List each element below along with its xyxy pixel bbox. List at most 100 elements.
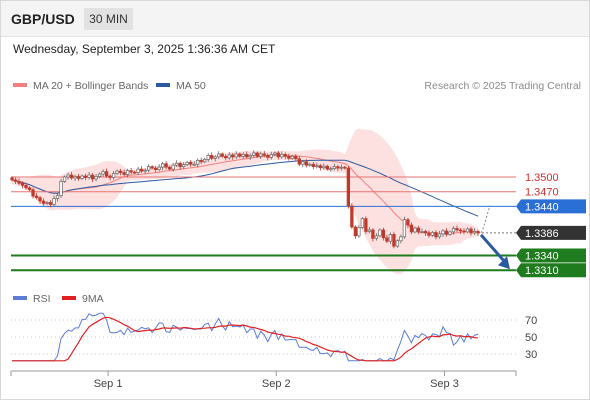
candle-body: [311, 163, 315, 168]
candle-body: [97, 173, 102, 177]
candle-body: [318, 165, 322, 169]
candle-body: [69, 174, 74, 179]
projection-arrow-head: [498, 256, 510, 270]
candle-body: [45, 202, 49, 204]
candle-body: [332, 166, 336, 169]
candle-body: [164, 163, 168, 168]
x-tick-label-Sep 2: Sep 2: [262, 378, 291, 390]
candle-body: [469, 228, 473, 234]
candle-body: [76, 176, 81, 179]
legend-ma20-label: MA 20 + Bollinger Bands: [33, 80, 149, 92]
candle-body: [308, 163, 312, 166]
candle-body: [322, 165, 326, 169]
candle-body: [266, 155, 270, 158]
candle-body: [381, 229, 386, 239]
candle-body: [413, 227, 417, 233]
candle-body: [59, 181, 63, 196]
candle-body: [175, 162, 179, 166]
candle-body: [66, 174, 70, 178]
candle-body: [353, 226, 358, 237]
legend-ma20: MA 20 + Bollinger Bands: [13, 80, 148, 92]
candle-body: [378, 229, 382, 237]
candle-body: [227, 154, 231, 159]
candle-body: [234, 153, 238, 158]
candle-body: [220, 153, 224, 157]
candle-body: [444, 230, 449, 235]
legend-ma50-swatch: [156, 83, 170, 88]
candle-body: [430, 232, 435, 236]
candle-body: [206, 155, 210, 160]
candle-body: [343, 166, 347, 169]
legend-ma50-label: MA 50: [176, 80, 206, 92]
x-tick-label-Sep 1: Sep 1: [94, 378, 123, 390]
candle-body: [87, 174, 91, 178]
projection-pivot-dotted: [480, 205, 491, 234]
candle-body: [125, 170, 130, 175]
candle-body: [385, 237, 389, 242]
legend-ma20-swatch: [13, 83, 27, 88]
timeframe-badge[interactable]: 30 MIN: [84, 8, 133, 30]
candle-body: [24, 184, 28, 189]
candle-body: [245, 154, 249, 158]
candle-body: [399, 236, 403, 242]
level-label-1.3470: 1.3470: [525, 187, 559, 199]
candle-body: [402, 219, 407, 238]
candle-body: [20, 183, 25, 186]
level-tag-1.3340: [516, 248, 586, 263]
candle-body: [357, 227, 361, 237]
candle-body: [136, 168, 140, 173]
candle-body: [171, 164, 175, 170]
candle-body: [416, 227, 421, 232]
candle-body: [34, 195, 39, 198]
candle-body: [122, 172, 126, 175]
candle-body: [55, 195, 60, 199]
candle-body: [409, 224, 414, 233]
candle-body: [17, 181, 21, 184]
candle-body: [339, 166, 344, 169]
candle-body: [111, 173, 116, 178]
candle-body: [224, 156, 228, 159]
candle-body: [80, 175, 84, 179]
candle-body: [189, 161, 193, 165]
rsi-tick-70: 70: [525, 315, 537, 327]
candle-body: [315, 165, 319, 168]
legend-rsi: RSI: [13, 293, 51, 305]
legend-rsi-swatch: [13, 296, 27, 301]
candle-body: [161, 163, 165, 168]
candle-body: [213, 156, 217, 159]
candle-body: [276, 152, 280, 158]
candle-body: [252, 152, 256, 156]
ma50-line: [11, 159, 479, 217]
rsi-tick-50: 50: [525, 332, 537, 344]
candle-body: [455, 228, 459, 231]
candle-body: [62, 176, 67, 182]
candle-body: [458, 229, 463, 232]
candle-body: [146, 166, 151, 171]
candle-body: [441, 230, 445, 235]
candle-body: [290, 156, 294, 159]
candle-body: [462, 230, 466, 233]
candle-body: [297, 158, 301, 165]
candle-body: [192, 163, 196, 166]
candle-body: [139, 168, 144, 172]
projection-arrow-shaft: [479, 233, 508, 265]
candle-body: [329, 168, 333, 170]
research-credit: Research © 2025 Trading Central: [424, 80, 581, 92]
ma20-line: [11, 154, 479, 235]
candle-body: [13, 179, 18, 182]
candle-body: [259, 153, 263, 157]
candle-body: [476, 231, 480, 234]
candle-body: [437, 233, 442, 238]
candle-body: [392, 234, 396, 247]
candle-body: [108, 175, 112, 178]
candle-body: [157, 166, 161, 170]
candle-body: [325, 165, 329, 170]
candle-body: [31, 189, 35, 197]
candle-body: [346, 167, 351, 207]
candle-body: [38, 197, 42, 202]
candle-body: [269, 154, 273, 158]
candle-body: [434, 232, 438, 238]
legend-ma50: MA 50: [156, 80, 206, 92]
candle-body: [217, 153, 221, 158]
